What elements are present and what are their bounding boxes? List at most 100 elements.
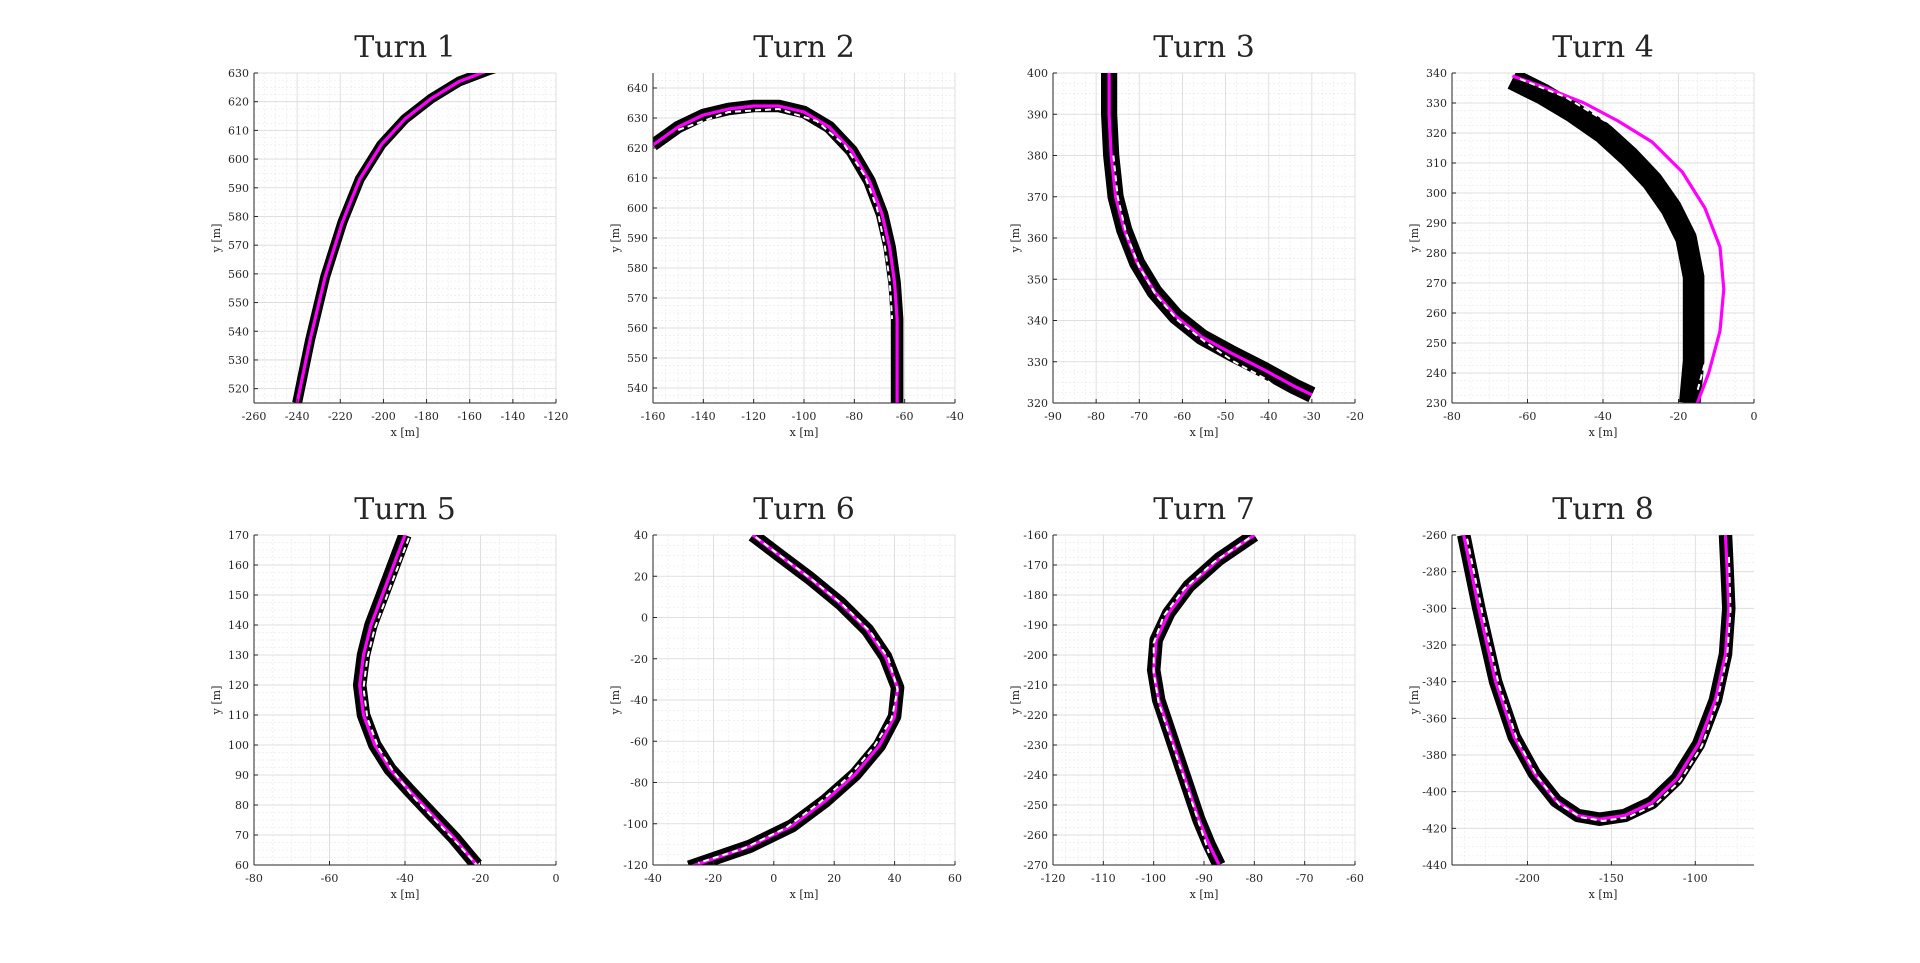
- y-tick-label: 350: [1027, 273, 1048, 286]
- x-tick-label: -100: [1141, 872, 1166, 885]
- y-tick-label: 390: [1027, 108, 1048, 121]
- x-tick-label: -40: [1260, 410, 1278, 423]
- y-axis-label: y [m]: [1408, 224, 1421, 254]
- plot-title: Turn 6: [753, 492, 855, 527]
- y-tick-label: 110: [228, 709, 249, 722]
- axes: -120 -110 -100 -90 -80 -70 -60 -270 -260 -250 -240…: [1023, 529, 1364, 885]
- y-tick-label: 130: [228, 649, 249, 662]
- series-group: [1101, 73, 1316, 403]
- y-tick-label: -380: [1422, 749, 1447, 762]
- x-axis-label: x [m]: [1589, 888, 1618, 901]
- x-axis-label: x [m]: [1190, 426, 1219, 439]
- x-tick-label: -70: [1130, 410, 1148, 423]
- y-tick-label: 580: [627, 262, 648, 275]
- y-tick-label: 120: [228, 679, 249, 692]
- y-tick-label: -320: [1422, 639, 1447, 652]
- x-axis-label: x [m]: [790, 888, 819, 901]
- y-axis-label: y [m]: [609, 686, 622, 716]
- axes: -80 -60 -40 -20 0 230 240 250 260 270 280 290 300 310…: [1426, 67, 1758, 423]
- y-tick-label: 580: [228, 210, 249, 223]
- x-tick-label: 40: [888, 872, 902, 885]
- series-group: [653, 99, 904, 403]
- y-tick-label: 140: [228, 619, 249, 632]
- axes: -40 -20 0 20 40 60 -120 -100 -80 -60 -40 -20 0 20 40: [623, 529, 962, 885]
- reference-dashed-line: [1152, 537, 1250, 854]
- axes: -260 -240 -220 -200 -180 -160 -140 -120 520 530 54…: [228, 67, 568, 423]
- y-axis-label: y [m]: [1009, 686, 1022, 716]
- y-tick-label: 380: [1027, 150, 1048, 163]
- y-tick-label: 530: [228, 354, 249, 367]
- x-tick-label: -80: [1443, 410, 1461, 423]
- x-axis-label: x [m]: [391, 888, 420, 901]
- x-tick-label: -150: [1599, 872, 1624, 885]
- series-group: [1507, 73, 1726, 403]
- axes: -90 -80 -70 -60 -50 -40 -30 -20 320 330 340 350 360 3…: [1027, 67, 1364, 423]
- y-tick-label: 370: [1027, 191, 1048, 204]
- y-tick-label: -260: [1023, 829, 1048, 842]
- y-tick-label: 540: [228, 325, 249, 338]
- y-tick-label: 320: [1426, 127, 1447, 140]
- y-tick-label: 520: [228, 383, 249, 396]
- y-tick-label: 170: [228, 529, 249, 542]
- turn-plot-2: -160 -140 -120 -100 -80 -60 -40 540 550 560 570 580…: [609, 30, 964, 439]
- y-tick-label: 100: [228, 739, 249, 752]
- y-tick-label: -100: [623, 818, 648, 831]
- x-tick-label: -80: [1245, 872, 1263, 885]
- x-tick-label: -180: [414, 410, 439, 423]
- x-tick-label: 20: [827, 872, 841, 885]
- y-axis-label: y [m]: [210, 686, 223, 716]
- plot-title: Turn 4: [1552, 30, 1654, 65]
- x-tick-label: -160: [641, 410, 666, 423]
- turn-plot-5: -80 -60 -40 -20 0 60 70 80 90 100 110 120 130 140 150 1…: [210, 492, 560, 901]
- x-tick-label: -20: [705, 872, 723, 885]
- y-tick-label: 270: [1426, 277, 1447, 290]
- x-tick-label: -240: [285, 410, 310, 423]
- x-tick-label: -40: [644, 872, 662, 885]
- x-tick-label: -60: [321, 872, 339, 885]
- x-tick-label: 0: [770, 872, 777, 885]
- y-tick-label: 360: [1027, 232, 1048, 245]
- x-tick-label: -160: [457, 410, 482, 423]
- axes: -80 -60 -40 -20 0 60 70 80 90 100 110 120 130 140 150 1…: [228, 529, 560, 885]
- y-tick-label: 340: [1426, 67, 1447, 80]
- x-tick-label: -110: [1091, 872, 1116, 885]
- x-tick-label: -40: [1594, 410, 1612, 423]
- y-tick-label: 70: [235, 829, 249, 842]
- mean-trajectory-line: [1511, 74, 1726, 403]
- x-tick-label: -20: [472, 872, 490, 885]
- x-tick-label: -220: [328, 410, 353, 423]
- y-tick-label: -200: [1023, 649, 1048, 662]
- mean-trajectory-line: [295, 73, 486, 403]
- x-tick-label: -120: [544, 410, 569, 423]
- x-tick-label: -40: [946, 410, 964, 423]
- y-tick-label: -230: [1023, 739, 1048, 752]
- y-tick-label: 400: [1027, 67, 1048, 80]
- y-tick-label: 20: [634, 570, 648, 583]
- y-tick-label: 610: [627, 172, 648, 185]
- x-axis-label: x [m]: [391, 426, 420, 439]
- x-tick-label: -20: [1346, 410, 1364, 423]
- grid: [652, 72, 956, 404]
- y-axis-label: y [m]: [609, 224, 622, 254]
- reference-dashed-line: [362, 537, 478, 865]
- y-tick-label: 240: [1426, 367, 1447, 380]
- y-tick-label: 80: [235, 799, 249, 812]
- y-tick-label: -190: [1023, 619, 1048, 632]
- x-tick-label: 60: [948, 872, 962, 885]
- x-tick-label: -100: [792, 410, 817, 423]
- y-tick-label: 600: [627, 202, 648, 215]
- mean-trajectory-line: [358, 535, 478, 865]
- y-tick-label: -360: [1422, 712, 1447, 725]
- y-tick-label: 570: [627, 292, 648, 305]
- y-tick-label: 260: [1426, 307, 1447, 320]
- x-tick-label: -30: [1303, 410, 1321, 423]
- y-tick-label: 0: [641, 612, 648, 625]
- reference-dashed-line: [1466, 538, 1732, 823]
- x-tick-label: -40: [396, 872, 414, 885]
- x-axis-label: x [m]: [790, 426, 819, 439]
- plot-title: Turn 8: [1552, 492, 1654, 527]
- y-tick-label: 340: [1027, 315, 1048, 328]
- y-tick-label: 250: [1426, 337, 1447, 350]
- y-tick-label: 90: [235, 769, 249, 782]
- x-tick-label: -60: [1346, 872, 1364, 885]
